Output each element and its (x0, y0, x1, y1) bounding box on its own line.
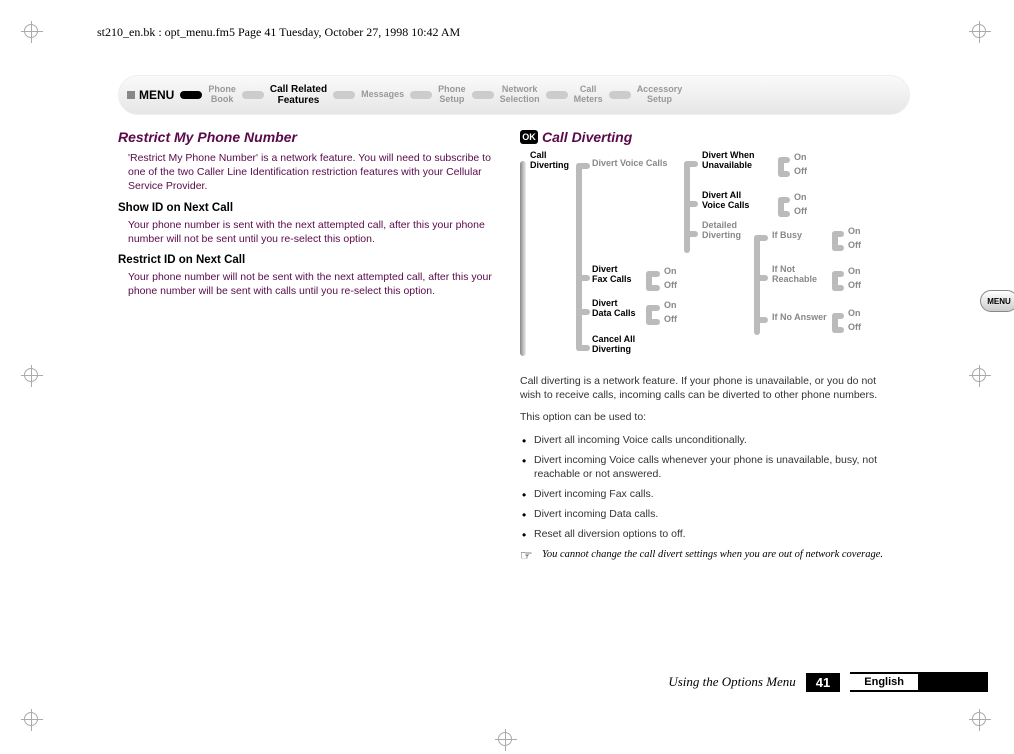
diagram-divert-when-unavailable: Divert When Unavailable (702, 151, 755, 171)
para-show-id: Your phone number is sent with the next … (128, 218, 494, 246)
diagram-allvoice-off: Off (794, 207, 807, 217)
diagram-noanswer-on: On (848, 309, 861, 319)
diagram-detailed-diverting: Detailed Diverting (702, 221, 741, 241)
diagram-busy-off: Off (848, 241, 861, 251)
diagram-notreach-on: On (848, 267, 861, 277)
menu-square-icon (127, 91, 135, 99)
page-header-line: st210_en.bk : opt_menu.fm5 Page 41 Tuesd… (97, 25, 460, 40)
left-column: Restrict My Phone Number 'Restrict My Ph… (118, 125, 494, 561)
diagram-data-on: On (664, 301, 677, 311)
footer-tail-bar (918, 672, 988, 692)
diagram-divert-all-voice: Divert All Voice Calls (702, 191, 749, 211)
diagram-root-label: Call Diverting (530, 151, 569, 171)
menu-item-phone-book[interactable]: PhoneBook (208, 85, 236, 105)
pointing-hand-icon: ☞ (520, 548, 533, 566)
menu-bar: MENU PhoneBook Call RelatedFeatures Mess… (118, 75, 910, 115)
diagram-fax-off: Off (664, 281, 677, 291)
diagram-busy-on: On (848, 227, 861, 237)
menu-item-messages[interactable]: Messages (361, 90, 404, 100)
diagram-divert-data-calls: Divert Data Calls (592, 299, 636, 319)
page-content: MENU PhoneBook Call RelatedFeatures Mess… (118, 75, 910, 561)
menu-item-call-related-features[interactable]: Call RelatedFeatures (270, 84, 327, 106)
bullet-list: Divert all incoming Voice calls uncondit… (520, 433, 896, 542)
para-restrict-id: Your phone number will not be sent with … (128, 270, 494, 298)
note-text: ☞ You cannot change the call divert sett… (520, 548, 896, 562)
menu-item-call-meters[interactable]: CallMeters (574, 85, 603, 105)
call-diverting-diagram: Call Diverting Divert Voice Calls Divert… (520, 151, 896, 366)
heading-restrict-id: Restrict ID on Next Call (118, 254, 494, 266)
heading-restrict-my-phone-number: Restrict My Phone Number (118, 129, 494, 145)
para-diverting-usedto: This option can be used to: (520, 410, 896, 424)
diagram-data-off: Off (664, 315, 677, 325)
footer-page-number: 41 (806, 673, 840, 692)
diagram-if-not-reachable: If Not Reachable (772, 265, 817, 285)
list-item: Divert incoming Data calls. (520, 507, 896, 521)
diagram-noanswer-off: Off (848, 323, 861, 333)
heading-show-id: Show ID on Next Call (118, 202, 494, 214)
diagram-divert-voice-calls: Divert Voice Calls (592, 159, 667, 169)
side-menu-button[interactable]: MENU (980, 290, 1014, 312)
diagram-if-busy: If Busy (772, 231, 802, 241)
para-restrict-intro: 'Restrict My Phone Number' is a network … (128, 151, 494, 194)
diagram-unavail-on: On (794, 153, 807, 163)
diagram-allvoice-on: On (794, 193, 807, 203)
para-diverting-intro: Call diverting is a network feature. If … (520, 374, 896, 402)
list-item: Divert incoming Voice calls whenever you… (520, 453, 896, 481)
diagram-notreach-off: Off (848, 281, 861, 291)
diagram-fax-on: On (664, 267, 677, 277)
footer-section-title: Using the Options Menu (668, 674, 795, 690)
diagram-unavail-off: Off (794, 167, 807, 177)
list-item: Divert incoming Fax calls. (520, 487, 896, 501)
list-item: Reset all diversion options to off. (520, 527, 896, 541)
ok-icon: OK (520, 130, 538, 144)
menu-item-phone-setup[interactable]: PhoneSetup (438, 85, 466, 105)
diagram-divert-fax-calls: Divert Fax Calls (592, 265, 632, 285)
menu-item-network-selection[interactable]: NetworkSelection (500, 85, 540, 105)
footer-language: English (850, 672, 918, 692)
menu-main-label: MENU (139, 88, 174, 102)
heading-call-diverting: OK Call Diverting (520, 129, 896, 145)
diagram-if-no-answer: If No Answer (772, 313, 827, 323)
menu-item-accessory-setup[interactable]: AccessorySetup (637, 85, 683, 105)
diagram-cancel-all: Cancel All Diverting (592, 335, 635, 355)
right-column: OK Call Diverting Call Diverting Divert … (520, 125, 896, 561)
page-footer: Using the Options Menu 41 English (668, 672, 988, 692)
list-item: Divert all incoming Voice calls uncondit… (520, 433, 896, 447)
